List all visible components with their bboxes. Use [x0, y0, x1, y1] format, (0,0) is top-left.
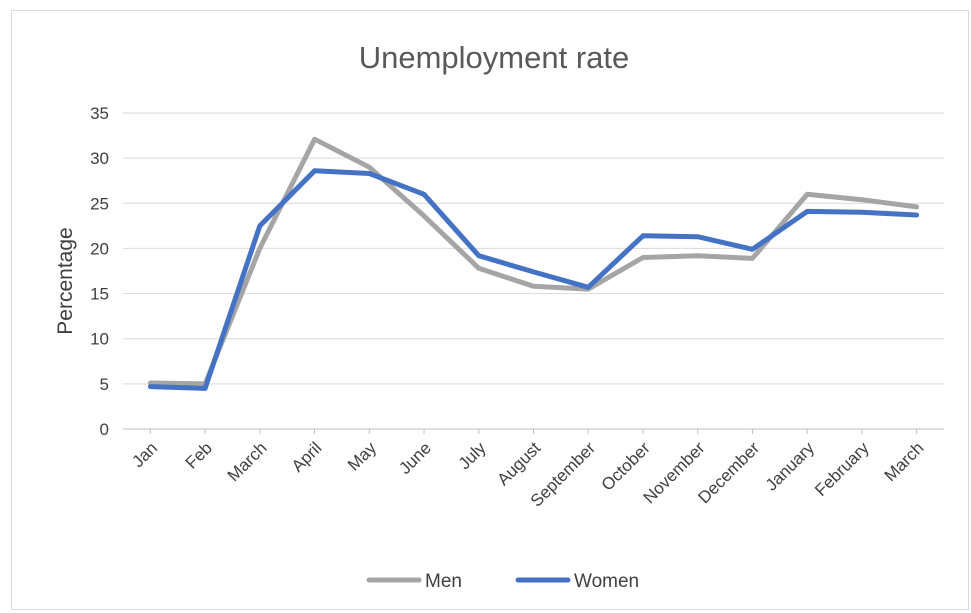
series-line-women	[147, 168, 920, 391]
x-tick-label: April	[288, 438, 325, 475]
x-tick-label: March	[224, 438, 271, 485]
legend: Men Women	[366, 571, 639, 592]
series-line-men	[147, 136, 920, 387]
y-tick-label: 10	[90, 330, 109, 349]
y-axis-title: Percentage	[54, 227, 77, 334]
y-tick-label: 20	[90, 239, 109, 258]
x-tick-label: Jan	[128, 438, 161, 471]
legend-label: Men	[425, 571, 462, 592]
x-axis-ticks: Jan Feb March April May June July AugustSeptemb…	[128, 429, 927, 511]
y-tick-label: 30	[90, 149, 109, 168]
x-tick-label: January	[762, 438, 819, 495]
x-tick-label: March	[881, 438, 928, 485]
chart-title: Unemployment rate	[359, 40, 630, 75]
y-tick-label: 0	[100, 420, 109, 439]
y-tick-label: 15	[90, 285, 109, 304]
chart-area: 0 5 10 15 20 25 30 35 Jan Feb March April May June Ju…	[11, 10, 969, 610]
y-tick-label: 5	[100, 375, 109, 394]
y-tick-label: 25	[90, 194, 109, 213]
x-tick-label: Feb	[182, 438, 216, 472]
legend-label: Women	[574, 571, 639, 592]
x-tick-label: October	[598, 438, 654, 494]
series-lines	[147, 136, 920, 391]
y-tick-label: 35	[90, 104, 109, 123]
x-tick-label: May	[344, 438, 380, 474]
x-tick-label: June	[395, 438, 435, 478]
x-tick-label: August	[493, 438, 544, 489]
x-tick-label: July	[455, 438, 490, 473]
y-axis-ticks: 0 5 10 15 20 25 30 35	[90, 104, 109, 439]
x-tick-label: February	[811, 438, 873, 500]
